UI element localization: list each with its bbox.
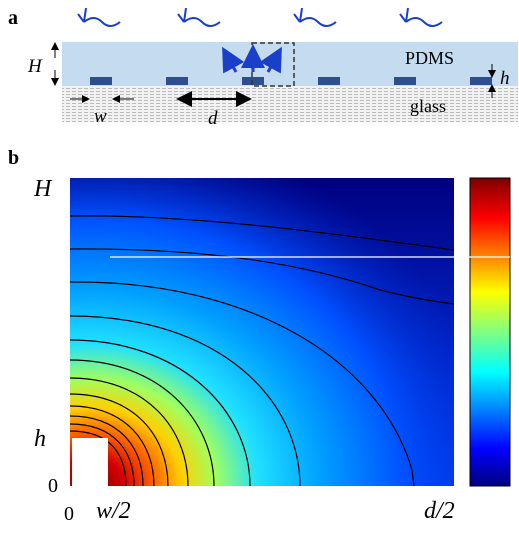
waves	[77, 7, 443, 27]
thickness-label: h	[500, 68, 510, 89]
x-label: 0	[64, 503, 74, 525]
contours	[69, 215, 455, 487]
glass-layer	[62, 86, 518, 122]
panel-label: a	[8, 7, 18, 29]
x-label: d/2	[424, 498, 455, 524]
flux-arrows	[222, 44, 282, 74]
y-label: h	[34, 426, 46, 452]
x-label: w/2	[96, 498, 131, 524]
electrode-cut	[72, 438, 108, 486]
material-label: PDMS	[405, 48, 454, 68]
height-label: H	[27, 56, 43, 77]
heatmap	[70, 178, 454, 486]
pdms-layer	[62, 42, 518, 86]
material-label: glass	[410, 96, 446, 116]
electrodes	[90, 77, 492, 85]
colorbar	[469, 177, 511, 487]
spacing-label: d	[208, 108, 218, 129]
width-label: w	[94, 106, 107, 127]
panel-label: b	[8, 147, 19, 169]
y-label: H	[33, 176, 53, 202]
y-label: 0	[48, 475, 58, 497]
